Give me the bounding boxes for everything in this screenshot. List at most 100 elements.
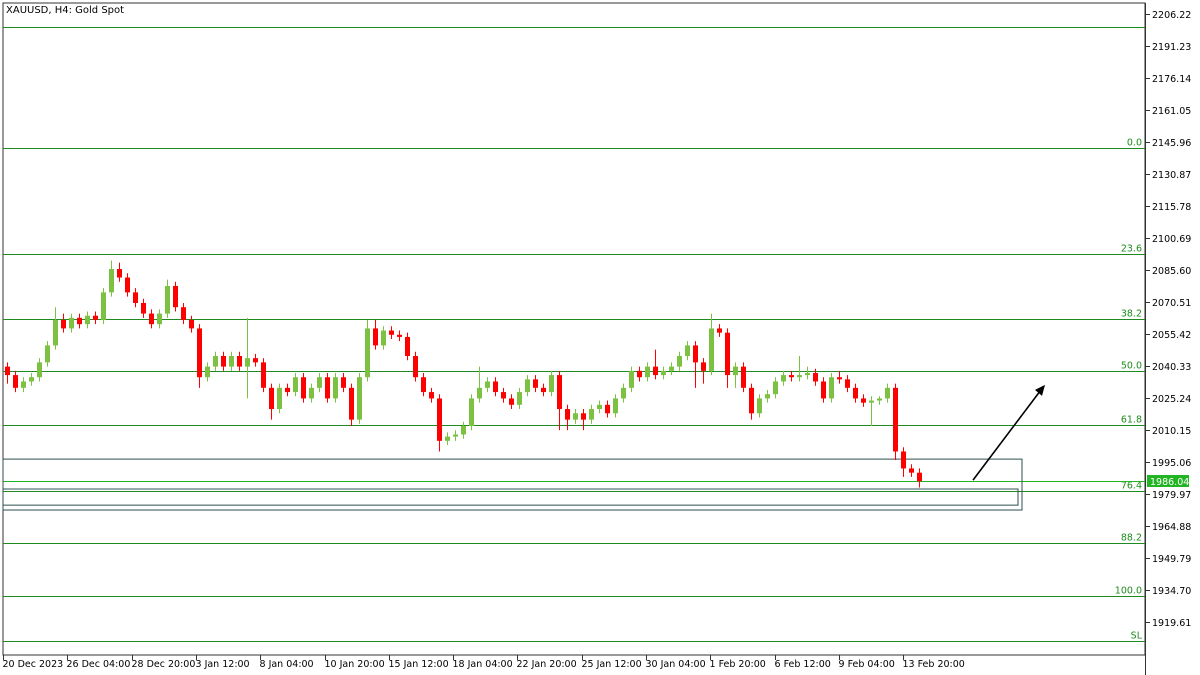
candle-body [213, 356, 218, 367]
candle [301, 372, 306, 403]
candle [725, 328, 730, 388]
candle-body [29, 377, 34, 382]
candle [341, 372, 346, 393]
candle [85, 311, 90, 329]
fib-level-label: 23.6 [1121, 244, 1142, 255]
candle-body [181, 307, 186, 320]
candle [557, 370, 562, 431]
candle [749, 383, 754, 420]
candle-body [901, 451, 906, 469]
candle-body [245, 358, 250, 367]
candle [405, 332, 410, 361]
time-tick-label: 26 Dec 04:00 [67, 659, 131, 670]
candle [717, 324, 722, 337]
candle-body [829, 377, 834, 399]
candle-body [797, 375, 802, 378]
time-tick-label: 1 Feb 20:00 [710, 659, 766, 670]
candle [485, 377, 490, 393]
candle [93, 311, 98, 325]
candle-body [157, 313, 162, 325]
candle [629, 366, 634, 393]
candle [597, 400, 602, 414]
candle [205, 362, 210, 382]
candle [861, 394, 866, 407]
candle [917, 468, 922, 488]
candle [613, 394, 618, 418]
candle [533, 375, 538, 393]
candle-body [133, 292, 138, 303]
candle-body [565, 409, 570, 420]
arrow-head-icon [1035, 384, 1045, 396]
candle-body [541, 387, 546, 393]
candle [165, 279, 170, 318]
time-tick-label: 18 Jan 04:00 [453, 659, 513, 670]
candle-body [229, 356, 234, 367]
demand-zone-rectangle[interactable] [2, 488, 1019, 506]
candle-body [789, 375, 794, 378]
candle [549, 370, 554, 397]
candle [445, 432, 450, 446]
candle-body [93, 315, 98, 320]
fib-level-label: 100.0 [1115, 586, 1142, 597]
candle [909, 464, 914, 477]
candle [373, 319, 378, 350]
candle-body [637, 370, 642, 378]
candle-body [757, 398, 762, 414]
candle-body [205, 366, 210, 378]
candle-body [261, 362, 266, 388]
demand-zone-rectangle[interactable] [2, 458, 1023, 511]
candle [333, 372, 338, 403]
candle [5, 362, 10, 384]
candle-body [269, 387, 274, 410]
candle-body [661, 370, 666, 376]
candle [325, 372, 330, 403]
candle-body [197, 328, 202, 378]
candle-body [821, 381, 826, 399]
candle-body [333, 377, 338, 399]
trend-arrow-line[interactable] [972, 389, 1042, 481]
price-tick-label: 1934.70 [1152, 586, 1191, 597]
candle-body [173, 285, 178, 308]
time-tick-label: 10 Jan 20:00 [325, 659, 385, 670]
candle-body [365, 328, 370, 378]
candle-body [141, 302, 146, 314]
candle-body [525, 379, 530, 393]
candle [285, 383, 290, 397]
candle [45, 341, 50, 367]
candle [781, 370, 786, 386]
candle-body [669, 366, 674, 371]
price-tick-label: 2176.14 [1152, 74, 1191, 85]
candle [53, 307, 58, 350]
time-tick-label: 25 Jan 12:00 [582, 659, 642, 670]
price-tick-label: 1919.61 [1152, 618, 1191, 629]
candle [261, 358, 266, 393]
candle-body [461, 426, 466, 435]
candle-body [13, 375, 18, 388]
candle [317, 372, 322, 393]
candle [709, 313, 714, 376]
candle [173, 281, 178, 312]
price-tick-label: 2206.22 [1152, 10, 1191, 21]
candle-body [117, 269, 122, 278]
candle-body [909, 468, 914, 473]
candle-body [149, 313, 154, 325]
candle [805, 366, 810, 380]
candle [877, 396, 882, 405]
candle-body [53, 319, 58, 346]
candle [541, 383, 546, 397]
fib-level-label: 0.0 [1127, 138, 1142, 149]
candle [797, 356, 802, 382]
candle-body [677, 356, 682, 367]
candle-body [341, 377, 346, 388]
candle-body [717, 328, 722, 333]
candle [645, 362, 650, 382]
candle-body [749, 387, 754, 414]
candle-body [445, 436, 450, 441]
candle-body [277, 387, 282, 410]
candle-body [221, 356, 226, 367]
candle-body [869, 400, 874, 403]
candle-body [477, 387, 482, 399]
candle [661, 366, 666, 380]
candle-body [325, 377, 330, 399]
